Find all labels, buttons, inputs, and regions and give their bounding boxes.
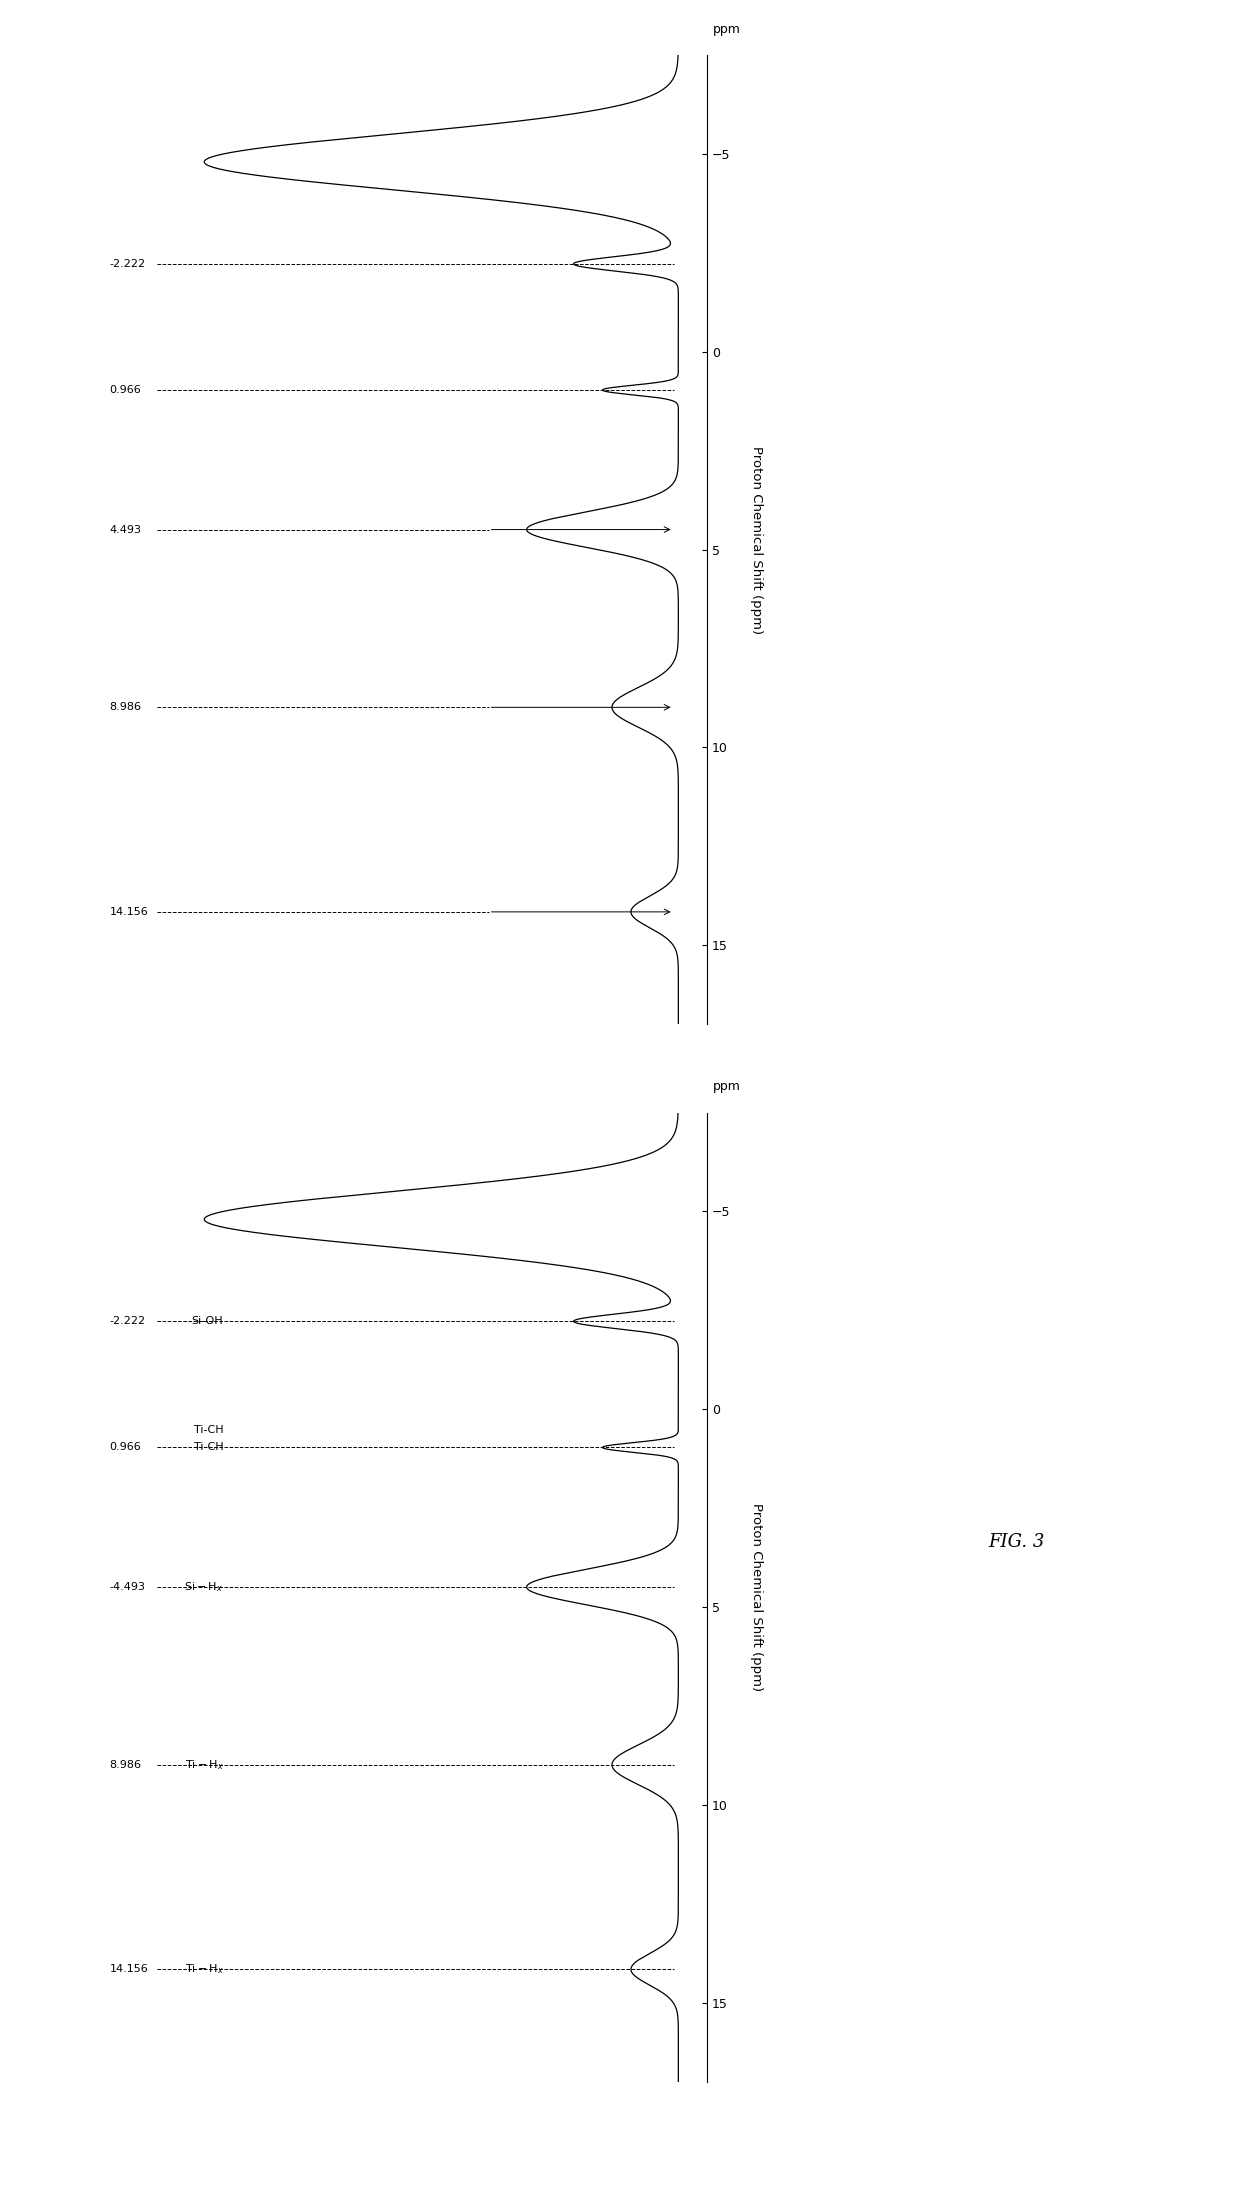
Text: -4.493: -4.493 <box>109 1582 145 1593</box>
Text: Ti-CH: Ti-CH <box>193 1425 223 1434</box>
Text: ppm: ppm <box>713 1079 742 1093</box>
Text: FIG. 3: FIG. 3 <box>988 1533 1045 1551</box>
Text: $\mathrm{Si-H}_{x}$: $\mathrm{Si-H}_{x}$ <box>185 1580 223 1595</box>
Text: Si-OH: Si-OH <box>191 1317 223 1326</box>
Text: -2.222: -2.222 <box>109 260 145 269</box>
Text: -2.222: -2.222 <box>109 1317 145 1326</box>
Text: 8.986: 8.986 <box>109 1760 141 1769</box>
Text: 4.493: 4.493 <box>109 524 141 535</box>
Text: Ti-CH: Ti-CH <box>193 1443 223 1452</box>
Y-axis label: Proton Chemical Shift (ppm): Proton Chemical Shift (ppm) <box>750 445 763 634</box>
Text: 8.986: 8.986 <box>109 703 141 712</box>
Text: 14.156: 14.156 <box>109 908 148 916</box>
Text: $\mathrm{Ti-H}_{x}$: $\mathrm{Ti-H}_{x}$ <box>185 1758 223 1771</box>
Text: ppm: ppm <box>713 22 742 35</box>
Text: 0.966: 0.966 <box>109 1443 141 1452</box>
Text: $\mathrm{Ti-H}_{x}$: $\mathrm{Ti-H}_{x}$ <box>185 1963 223 1976</box>
Text: 14.156: 14.156 <box>109 1965 148 1974</box>
Text: 0.966: 0.966 <box>109 386 141 394</box>
Y-axis label: Proton Chemical Shift (ppm): Proton Chemical Shift (ppm) <box>750 1502 763 1692</box>
